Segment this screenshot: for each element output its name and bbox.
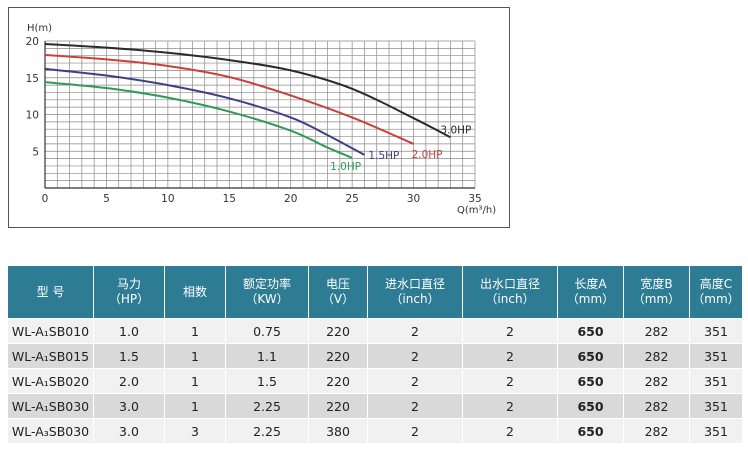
y-axis-label: H(m) [27, 23, 52, 34]
cell-height: 351 [689, 418, 743, 444]
cell-height: 351 [689, 368, 743, 394]
cell-phase: 1 [164, 368, 226, 394]
cell-rated-power: 2.25 [225, 418, 309, 444]
cell-phase: 1 [164, 393, 226, 419]
table-row: WL-A₁SB030 3.0 1 2.25 220 2 2 650 282 35… [7, 393, 743, 419]
cell-horsepower: 2.0 [93, 368, 165, 394]
cell-voltage: 220 [308, 343, 368, 369]
series-line-3-0hp [44, 42, 451, 139]
cell-rated-power: 2.25 [225, 393, 309, 419]
cell-horsepower: 3.0 [93, 393, 165, 419]
series-line-1-0hp [44, 81, 353, 159]
cell-length: 650 [557, 393, 624, 419]
cell-voltage: 380 [308, 418, 368, 444]
cell-inlet: 2 [367, 418, 463, 444]
cell-inlet: 2 [367, 368, 463, 394]
cell-length: 650 [557, 418, 624, 444]
cell-rated-power: 0.75 [225, 318, 309, 344]
cell-height: 351 [689, 343, 743, 369]
x-tick-label: 5 [103, 193, 110, 205]
y-tick-label: 20 [26, 36, 39, 48]
header-voltage: 电压 （V） [308, 265, 368, 319]
x-tick-label: 10 [161, 193, 174, 205]
cell-phase: 3 [164, 418, 226, 444]
cell-model: WL-A₁SB020 [7, 368, 94, 394]
header-phase: 相数 [164, 265, 226, 319]
pump-curve-svg: 0 5 10 15 20 25 30 35 5 10 15 20 H(m) Q(m³/h) 3.0HP 2.0… [26, 23, 497, 216]
x-tick-label: 15 [223, 193, 236, 205]
series-line-2-0hp [44, 53, 414, 145]
header-rated-power: 额定功率 （KW） [225, 265, 309, 319]
table-row: WL-A₃SB030 3.0 3 2.25 380 2 2 650 282 35… [7, 418, 743, 444]
series-line-1-5hp [44, 67, 365, 156]
cell-outlet: 2 [462, 393, 558, 419]
y-tick-label: 5 [32, 146, 39, 158]
table-row: WL-A₁SB020 2.0 1 1.5 220 2 2 650 282 351 [7, 368, 743, 394]
cell-inlet: 2 [367, 318, 463, 344]
x-tick-label: 0 [42, 193, 49, 205]
cell-length: 650 [557, 368, 624, 394]
x-axis-label: Q(m³/h) [457, 205, 496, 216]
cell-width: 282 [623, 418, 690, 444]
x-tick-label: 25 [345, 193, 358, 205]
cell-inlet: 2 [367, 343, 463, 369]
header-height-c: 高度C （mm） [689, 265, 743, 319]
header-horsepower: 马力 （HP） [93, 265, 165, 319]
x-tick-label: 35 [468, 193, 481, 205]
table-row: WL-A₁SB015 1.5 1 1.1 220 2 2 650 282 351 [7, 343, 743, 369]
cell-voltage: 220 [308, 318, 368, 344]
y-tick-label: 10 [26, 110, 39, 122]
cell-outlet: 2 [462, 368, 558, 394]
cell-phase: 1 [164, 343, 226, 369]
cell-outlet: 2 [462, 418, 558, 444]
spec-table: 型 号 马力 （HP） 相数 额定功率 （KW） 电压 （V） 进水口直径 （inch）… [7, 265, 743, 444]
cell-voltage: 220 [308, 393, 368, 419]
cell-horsepower: 1.5 [93, 343, 165, 369]
cell-length: 650 [557, 343, 624, 369]
cell-model: WL-A₁SB010 [7, 318, 94, 344]
header-model: 型 号 [7, 265, 94, 319]
header-length-a: 长度A （mm） [557, 265, 624, 319]
cell-phase: 1 [164, 318, 226, 344]
cell-rated-power: 1.1 [225, 343, 309, 369]
x-tick-label: 20 [284, 193, 297, 205]
cell-width: 282 [623, 343, 690, 369]
cell-height: 351 [689, 393, 743, 419]
cell-width: 282 [623, 318, 690, 344]
cell-horsepower: 3.0 [93, 418, 165, 444]
cell-model: WL-A₁SB015 [7, 343, 94, 369]
cell-width: 282 [623, 368, 690, 394]
header-outlet-diameter: 出水口直径 （inch） [462, 265, 558, 319]
header-width-b: 宽度B （mm） [623, 265, 690, 319]
cell-outlet: 2 [462, 343, 558, 369]
cell-rated-power: 1.5 [225, 368, 309, 394]
header-inlet-diameter: 进水口直径 （inch） [367, 265, 463, 319]
cell-inlet: 2 [367, 393, 463, 419]
cell-horsepower: 1.0 [93, 318, 165, 344]
pump-curve-chart: 0 5 10 15 20 25 30 35 5 10 15 20 H(m) Q(m³/h) 3.0HP 2.0… [8, 7, 510, 228]
cell-width: 282 [623, 393, 690, 419]
cell-model: WL-A₁SB030 [7, 393, 94, 419]
series-label: 3.0HP [440, 124, 471, 136]
y-tick-label: 15 [26, 73, 39, 85]
cell-height: 351 [689, 318, 743, 344]
table-row: WL-A₁SB010 1.0 1 0.75 220 2 2 650 282 35… [7, 318, 743, 344]
table-header-row: 型 号 马力 （HP） 相数 额定功率 （KW） 电压 （V） 进水口直径 （inch）… [7, 265, 743, 319]
series-label: 1.5HP [368, 150, 399, 162]
cell-voltage: 220 [308, 368, 368, 394]
x-tick-label: 30 [407, 193, 420, 205]
cell-model: WL-A₃SB030 [7, 418, 94, 444]
series-label: 2.0HP [412, 149, 443, 161]
cell-length: 650 [557, 318, 624, 344]
cell-outlet: 2 [462, 318, 558, 344]
series-label: 1.0HP [330, 161, 361, 173]
